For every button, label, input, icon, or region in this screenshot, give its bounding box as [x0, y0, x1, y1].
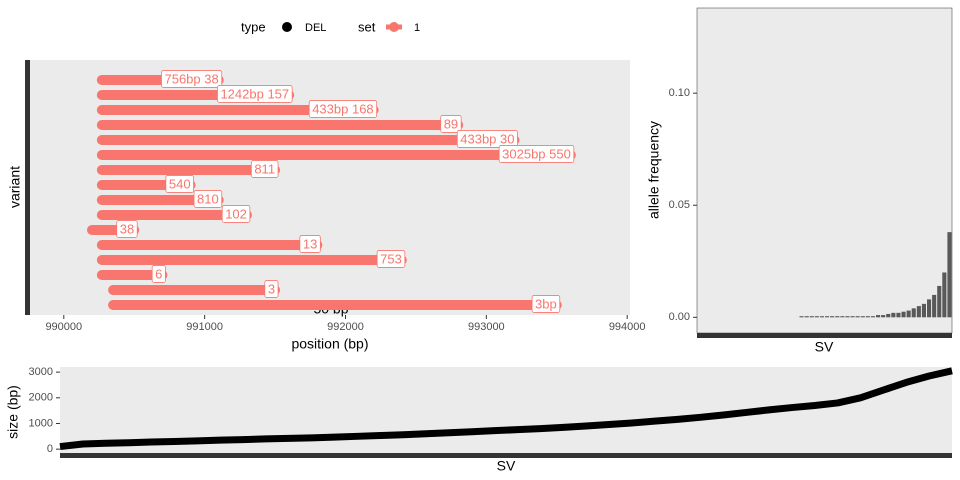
- variant-label-box: [116, 220, 138, 238]
- bar: [814, 316, 819, 318]
- y-tick-label: 1000: [29, 417, 53, 429]
- variant-label: 13: [303, 236, 317, 251]
- x-tick-label: 994000: [609, 321, 646, 333]
- y-tick-label: 0.00: [669, 311, 690, 323]
- axis-bar: [25, 60, 30, 315]
- variant-label: 753: [380, 251, 402, 266]
- variant-label-box: [308, 100, 378, 118]
- bar: [927, 299, 932, 318]
- variant-label: 540: [169, 176, 191, 191]
- bar: [855, 316, 860, 318]
- bar: [901, 311, 906, 318]
- size-line: [59, 367, 953, 451]
- bar: [840, 316, 845, 318]
- bar: [886, 313, 891, 318]
- bar: [819, 316, 824, 318]
- bar: [937, 285, 942, 318]
- variant-label-box: [250, 160, 279, 178]
- bar: [865, 316, 870, 318]
- variant-label: 6: [155, 266, 162, 281]
- bar: [891, 312, 896, 318]
- bar: [911, 308, 916, 318]
- variant-label-box: [161, 70, 223, 88]
- bar: [804, 316, 809, 318]
- variant-label-box: [376, 250, 406, 268]
- variant-label-box: [193, 190, 223, 208]
- legend-title: type: [241, 19, 266, 34]
- variant-label-box: [217, 85, 293, 103]
- variant-label: 756bp 38: [164, 71, 218, 86]
- variant-label: 38: [120, 221, 134, 236]
- variant-label: 3bp: [535, 296, 557, 311]
- x-tick-label: 990000: [45, 321, 82, 333]
- bar: [921, 303, 926, 318]
- variant-label: 3025bp 550: [502, 146, 571, 161]
- variant-label: 810: [197, 191, 219, 206]
- variant-label-box: [299, 235, 321, 253]
- legend-title: set: [358, 19, 376, 34]
- legend-key: [389, 22, 399, 32]
- bar: [825, 316, 830, 318]
- variant-label: 3: [268, 281, 275, 296]
- bar: [942, 272, 947, 318]
- variant-label: 433bp 30: [460, 131, 514, 146]
- variant-label: 811: [254, 161, 275, 176]
- variant-label-box: [165, 175, 194, 193]
- legend-label: 1: [414, 22, 420, 34]
- bar: [906, 310, 911, 318]
- variant-label: 89: [444, 116, 458, 131]
- bar: [860, 316, 865, 318]
- bar: [850, 316, 855, 318]
- x-axis-label: position (bp): [291, 336, 368, 352]
- axis-bar: [697, 333, 952, 338]
- variant-label-box: [440, 115, 462, 133]
- variant-label-box: [456, 130, 518, 148]
- bar: [932, 294, 937, 318]
- variant-label-box: [498, 145, 575, 163]
- bar: [916, 306, 921, 318]
- y-axis-label: size (bp): [5, 385, 21, 439]
- bar: [896, 312, 901, 318]
- bar: [876, 315, 881, 318]
- panel-bg: [696, 7, 953, 334]
- y-tick-label: 0.10: [669, 87, 690, 99]
- bar: [870, 316, 875, 318]
- x-tick-label: 993000: [468, 321, 505, 333]
- variant-label-box: [151, 265, 166, 283]
- legend-label: DEL: [305, 22, 326, 34]
- y-tick-label: 3000: [29, 366, 53, 378]
- variant-label: 102: [225, 206, 247, 221]
- variant-label: 433bp 168: [312, 101, 373, 116]
- bar: [881, 315, 886, 318]
- bar: [830, 316, 835, 318]
- variant-label: 1242bp 157: [220, 86, 289, 101]
- y-axis-label: allele frequency: [646, 121, 662, 219]
- legend-key: [282, 22, 292, 32]
- bar: [845, 316, 850, 318]
- bar: [799, 316, 804, 318]
- bar: [947, 232, 952, 318]
- variant-label-box: [221, 205, 251, 223]
- y-axis-label: variant: [7, 166, 23, 208]
- y-tick-label: 0: [47, 443, 53, 455]
- y-tick-label: 0.05: [669, 199, 690, 211]
- x-tick-label: 991000: [186, 321, 223, 333]
- x-axis-label: SV: [815, 339, 834, 355]
- variant-label-box: [264, 280, 279, 298]
- x-axis-label: SV: [497, 458, 516, 474]
- x-tick-label: 992000: [327, 321, 364, 333]
- y-tick-label: 2000: [29, 392, 53, 404]
- bar: [835, 316, 840, 318]
- axis-bar: [60, 453, 952, 458]
- variant-label-box: [531, 295, 561, 313]
- bar: [809, 316, 814, 318]
